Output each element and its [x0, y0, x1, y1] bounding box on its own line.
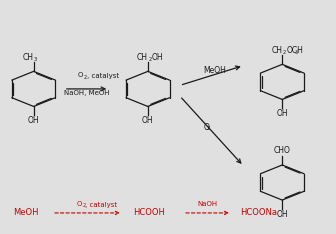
Text: CH: CH — [137, 53, 148, 62]
Text: MeOH: MeOH — [13, 208, 39, 217]
Text: CH: CH — [23, 53, 34, 62]
Text: O: O — [78, 72, 83, 78]
Text: NaOH: NaOH — [198, 201, 217, 207]
Text: , catalyst: , catalyst — [86, 73, 119, 79]
Text: 2: 2 — [83, 75, 86, 80]
Text: OH: OH — [28, 116, 39, 125]
Text: 2: 2 — [148, 57, 151, 62]
Text: O: O — [203, 123, 209, 132]
Text: , catalyst: , catalyst — [85, 201, 117, 208]
Text: 2: 2 — [283, 50, 286, 55]
Text: OH: OH — [277, 210, 288, 219]
Text: OH: OH — [142, 116, 154, 125]
Text: CHO: CHO — [274, 146, 291, 155]
Text: CH: CH — [271, 46, 282, 55]
Text: OH: OH — [277, 109, 288, 118]
Text: 3: 3 — [295, 50, 298, 55]
Text: HCOONa: HCOONa — [240, 208, 277, 217]
Text: 2: 2 — [82, 203, 85, 208]
Text: 3: 3 — [34, 57, 37, 62]
Text: 2: 2 — [207, 126, 210, 131]
Text: MeOH: MeOH — [203, 66, 226, 75]
Text: O: O — [77, 201, 82, 207]
Text: OH: OH — [152, 53, 164, 62]
Text: NaOH, MeOH: NaOH, MeOH — [64, 90, 109, 96]
Text: OCH: OCH — [286, 46, 303, 55]
Text: HCOOH: HCOOH — [133, 208, 165, 217]
